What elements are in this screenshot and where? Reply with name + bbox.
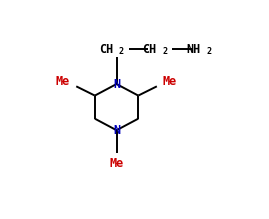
Text: Me: Me	[56, 75, 70, 88]
Text: N: N	[113, 124, 120, 137]
Text: 2: 2	[206, 47, 211, 56]
Text: 2: 2	[162, 47, 167, 56]
Text: Me: Me	[109, 157, 124, 170]
Text: 2: 2	[119, 47, 124, 56]
Text: CH: CH	[99, 43, 114, 56]
Text: NH: NH	[187, 43, 201, 56]
Text: CH: CH	[143, 43, 157, 56]
Text: N: N	[113, 78, 120, 90]
Text: Me: Me	[163, 75, 177, 88]
